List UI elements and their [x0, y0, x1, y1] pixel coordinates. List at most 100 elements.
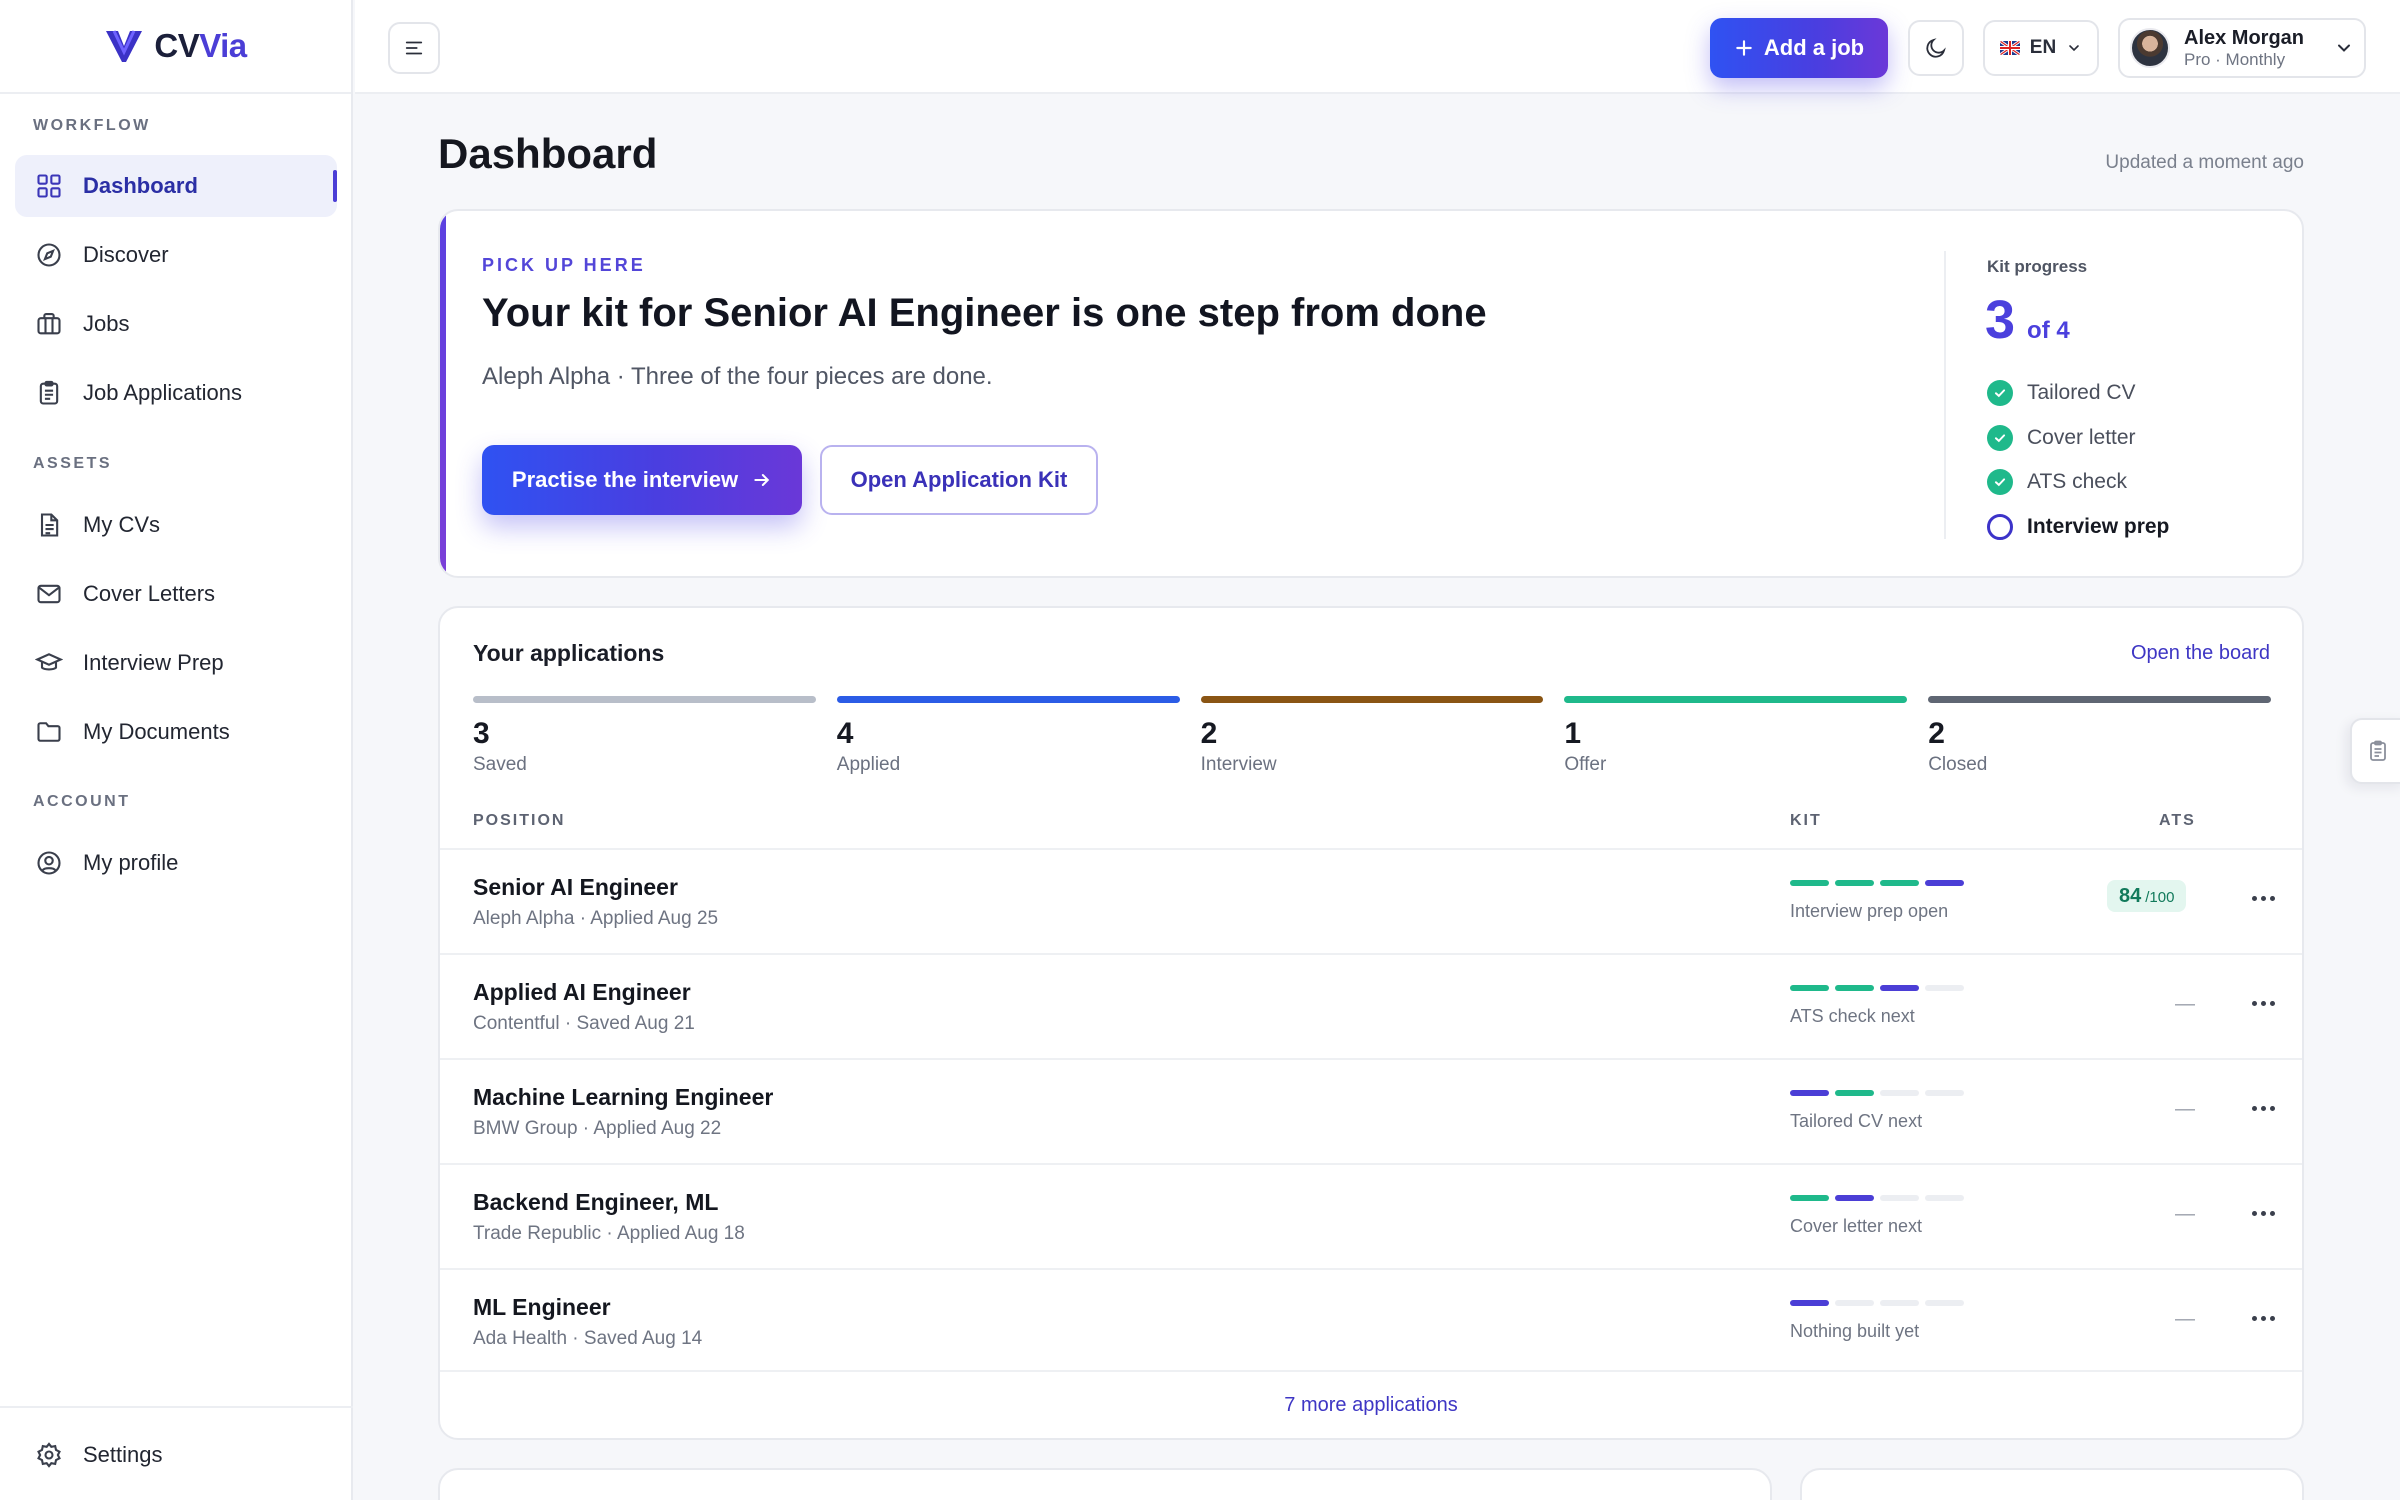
- stage-bar: [1200, 696, 1544, 703]
- table-row[interactable]: Machine Learning Engineer BMW Group · App…: [440, 1058, 2302, 1163]
- ats-empty: —: [2175, 1308, 2195, 1330]
- application-title: Senior AI Engineer: [473, 874, 678, 900]
- avatar: [2130, 28, 2170, 68]
- top-bar: Add a job EN Alex Morgan Pro · Monthly: [355, 0, 2400, 94]
- pipeline-stage[interactable]: 2 Interview: [1200, 696, 1544, 776]
- clipboard-icon: [39, 380, 59, 405]
- logo[interactable]: CVVia: [0, 0, 351, 94]
- application-meta: Trade Republic · Applied Aug 18: [473, 1223, 745, 1244]
- stage-label: Offer: [1564, 754, 1607, 775]
- kit-step: Cover letter: [1987, 416, 2169, 461]
- row-more-button[interactable]: [2248, 886, 2278, 910]
- user-name: Alex Morgan: [2184, 26, 2305, 49]
- kit-step-label: ATS check: [2027, 470, 2127, 494]
- table-row[interactable]: ML Engineer Ada Health · Saved Aug 14 Noth…: [440, 1268, 2302, 1373]
- stage-count: 2: [1928, 717, 1945, 750]
- applications-table: Senior AI Engineer Aleph Alpha · Applied …: [440, 848, 2302, 1373]
- document-icon: [40, 513, 59, 537]
- open-application-kit-button[interactable]: Open Application Kit: [820, 445, 1098, 515]
- kit-segment: [1790, 1195, 1829, 1201]
- kit-subtitle: Aleph Alpha · Three of the four pieces a…: [482, 363, 993, 390]
- sidebar-item-my-documents[interactable]: My Documents: [15, 701, 337, 763]
- add-job-label: Add a job: [1763, 35, 1865, 60]
- kit-progress-count: 3 of 4: [1985, 293, 2070, 347]
- pipeline-stage[interactable]: 2 Closed: [1928, 696, 2271, 776]
- user-menu-button[interactable]: Alex Morgan Pro · Monthly: [2118, 18, 2366, 78]
- stage-label: Interview: [1200, 754, 1277, 775]
- sidebar: CVVia WORKFLOW Dashboard Discover Jobs J…: [0, 0, 353, 1500]
- logo-text-accent: Via: [199, 27, 247, 64]
- stage-count: 4: [836, 717, 854, 750]
- pipeline-stage[interactable]: 1 Offer: [1564, 696, 1908, 776]
- kit-segment: [1880, 1195, 1919, 1201]
- stage-bar: [836, 696, 1180, 703]
- stage-count: 3: [473, 717, 490, 750]
- language-selector[interactable]: EN: [1983, 20, 2099, 76]
- sidebar-item-label: Discover: [83, 242, 169, 267]
- application-title: Machine Learning Engineer: [473, 1084, 774, 1110]
- user-meta: Alex Morgan Pro · Monthly: [2184, 27, 2334, 70]
- stage-label: Closed: [1928, 754, 1988, 775]
- row-more-button[interactable]: [2248, 1096, 2278, 1120]
- stage-label: Saved: [473, 754, 527, 775]
- table-row[interactable]: Backend Engineer, ML Trade Republic · App…: [440, 1163, 2302, 1268]
- sidebar-item-my-cvs[interactable]: My CVs: [15, 494, 337, 556]
- kit-progress-bar: [1790, 1300, 1964, 1306]
- kit-note: Interview prep open: [1790, 901, 1949, 921]
- row-more-button[interactable]: [2248, 1201, 2278, 1225]
- kit-segment: [1925, 1195, 1964, 1201]
- stage-bar: [1928, 696, 2271, 703]
- sidebar-item-dashboard[interactable]: Dashboard: [15, 155, 337, 217]
- sidebar-item-interview-prep[interactable]: Interview Prep: [15, 632, 337, 694]
- sidebar-item-job-applications[interactable]: Job Applications: [15, 362, 337, 424]
- theme-toggle-button[interactable]: [1908, 20, 1964, 76]
- ats-score-max: /100: [2145, 889, 2175, 906]
- kit-segment: [1790, 1090, 1829, 1096]
- sidebar-item-cover-letters[interactable]: Cover Letters: [15, 563, 337, 625]
- sidebar-item-jobs[interactable]: Jobs: [15, 293, 337, 355]
- sidebar-item-settings[interactable]: Settings: [15, 1424, 337, 1486]
- kit-segment: [1880, 880, 1919, 886]
- ats-score-badge: 84/100: [2107, 880, 2187, 912]
- kit-segment: [1835, 1090, 1874, 1096]
- menu-toggle-button[interactable]: [388, 22, 440, 74]
- logo-icon: [106, 30, 143, 62]
- kit-steps-list: Tailored CV Cover letter ATS check Inter…: [1987, 371, 2169, 549]
- kit-step-label: Tailored CV: [2027, 381, 2136, 405]
- arrow-right-icon: [754, 474, 770, 486]
- compass-icon: [37, 243, 61, 267]
- ats-score: 84: [2119, 885, 2142, 907]
- table-row[interactable]: Applied AI Engineer Contentful · Saved Au…: [440, 953, 2302, 1058]
- page-title: Dashboard: [438, 130, 658, 177]
- row-more-button[interactable]: [2248, 1306, 2278, 1330]
- kit-segment: [1835, 1195, 1874, 1201]
- side-panel-tab[interactable]: [2350, 718, 2400, 784]
- table-row[interactable]: Senior AI Engineer Aleph Alpha · Applied …: [440, 848, 2302, 953]
- more-applications-link[interactable]: 7 more applications: [440, 1370, 2302, 1438]
- user-circle-icon: [37, 851, 61, 875]
- bottom-card-left: [438, 1468, 1772, 1500]
- kit-title: Your kit for Senior AI Engineer is one s…: [482, 291, 1487, 335]
- graduation-cap-icon: [35, 653, 63, 671]
- sidebar-item-label: My Documents: [83, 719, 230, 744]
- bottom-card-right: [1800, 1468, 2304, 1500]
- sidebar-item-discover[interactable]: Discover: [15, 224, 337, 286]
- plus-icon: [1736, 40, 1752, 56]
- row-more-button[interactable]: [2248, 991, 2278, 1015]
- kit-segment: [1925, 1090, 1964, 1096]
- kit-progress-card: PICK UP HERE Your kit for Senior AI Engi…: [438, 209, 2304, 578]
- pipeline-stage[interactable]: 3 Saved: [473, 696, 816, 776]
- check-circle-icon: [1987, 424, 2013, 451]
- practise-interview-button[interactable]: Practise the interview: [482, 445, 802, 515]
- application-meta: Aleph Alpha · Applied Aug 25: [473, 908, 719, 929]
- kit-segment: [1835, 1300, 1874, 1306]
- sidebar-item-my-profile[interactable]: My profile: [15, 832, 337, 894]
- open-board-link[interactable]: Open the board: [2131, 642, 2270, 664]
- nav-section-assets: ASSETS: [33, 455, 113, 472]
- pipeline-stage[interactable]: 4 Applied: [836, 696, 1180, 776]
- stage-bar: [1564, 696, 1908, 703]
- gear-icon: [37, 1442, 61, 1468]
- kit-progress-bar: [1790, 880, 1964, 886]
- kit-segment: [1790, 985, 1829, 991]
- add-job-button[interactable]: Add a job: [1710, 18, 1888, 78]
